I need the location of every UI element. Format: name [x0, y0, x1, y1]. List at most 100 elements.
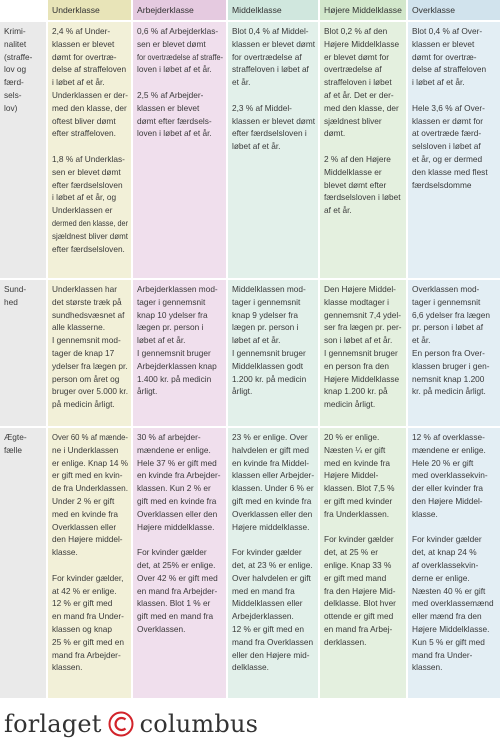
- text-line: er gift med kvinder: [324, 495, 393, 506]
- paragraph: 20 % er enlige. Næsten ¼ er gift med en kv…: [324, 431, 403, 521]
- table-cell: Blot 0,4 % af Over-klassen er blevet dømt…: [408, 22, 500, 280]
- text-line: For kvinder gælder: [137, 547, 207, 558]
- text-line: hed: [4, 296, 18, 307]
- text-line: det, at 25% er enlige.: [137, 559, 216, 570]
- text-line: ne i Underklassen: [52, 444, 119, 455]
- text-line: klassen eller Arbejder-: [232, 470, 315, 481]
- text-line: 2,4 % af Under-: [52, 26, 111, 36]
- text-line: overtrædelse af: [324, 64, 382, 75]
- paragraph: 1,8 % af Underklas-sen er blevet dømt eft…: [52, 153, 128, 255]
- column-header: Middelklasse: [228, 0, 320, 22]
- text-line: Højere Middelklasse.: [412, 623, 490, 634]
- text-line: Overklassen.: [137, 623, 186, 634]
- text-line: halvdelen er gift med: [232, 444, 310, 455]
- text-line: ydelser fra lægen pr.: [52, 360, 128, 371]
- text-line: Blot 0,2 % af den: [324, 26, 388, 36]
- text-line: Middelklassen eller: [232, 598, 303, 609]
- text-line: nalitet: [4, 38, 27, 49]
- text-line: med den klasse, der: [52, 102, 127, 113]
- class-table: Underklasse Arbejderklasse Middelklasse Høj…: [0, 0, 500, 700]
- text-line: Middelklasse er: [324, 166, 382, 177]
- text-line: For kvinder gælder: [232, 547, 302, 558]
- text-line: Næsten ¼ er gift: [324, 444, 386, 455]
- text-line: er blevet dømt for: [324, 51, 390, 62]
- text-line: 12 % er gift med: [52, 598, 113, 609]
- text-line: tager i gennemsnit: [137, 296, 206, 307]
- paragraph: Arbejderklassen mod-tager i gennemsnit kn…: [137, 283, 223, 398]
- text-line: tager i gennemsnit: [412, 296, 481, 307]
- text-line: klassen er blevet: [412, 38, 475, 49]
- text-line: 2,3 % af Middel-: [232, 102, 292, 113]
- text-line: dømt for overtræ-: [412, 51, 477, 62]
- text-line: alle klasserne.: [52, 322, 106, 333]
- text-line: Krimi-: [4, 26, 26, 36]
- paragraph: Underklassen har det største træk på sundh…: [52, 283, 128, 411]
- text-line: ottende er gift med: [324, 611, 394, 622]
- paragraph: For kvinder gælder det, at knap 24 % af ov…: [412, 533, 497, 674]
- text-line: eller mænd fra den: [412, 611, 482, 622]
- text-line: 6,6 ydelser fra lægen: [412, 309, 490, 320]
- text-line: for overtrædelse af straffe-: [137, 51, 223, 62]
- table-cell: Blot 0,2 % af den Højere Middelklasse er b…: [320, 22, 408, 280]
- text-line: delklasse. Blot hver: [324, 598, 396, 609]
- text-line: Underklasse: [52, 5, 100, 15]
- text-line: lov og: [4, 64, 27, 75]
- text-line: et år.: [412, 335, 431, 346]
- text-line: Under 2 % er gift: [52, 495, 115, 506]
- text-line: klassen. Blot 7,5 %: [324, 483, 395, 494]
- column-header: Arbejderklasse: [133, 0, 228, 22]
- table-cell: 0,6 % af Arbejderklas-sen er blevet dømt…: [133, 22, 228, 280]
- paragraph: Blot 0,4 % af Over-klassen er blevet dømt…: [412, 25, 497, 89]
- text-line: det, at knap 24 %: [412, 547, 477, 558]
- text-line: at overtræde færd-: [412, 128, 482, 139]
- text-line: tager i gennemsnit: [232, 296, 301, 307]
- text-line: knap 10 ydelser fra: [137, 309, 208, 320]
- text-line: de fra Underklassen.: [52, 483, 128, 494]
- text-line: der eller kvinder fra: [412, 483, 484, 494]
- text-line: en mand fra Arbej-: [324, 623, 393, 634]
- text-line: med den klasse, der: [324, 102, 399, 113]
- table-cell: 12 % af overklasse-mændene er enlige. Hel…: [408, 428, 500, 700]
- text-line: i løbet af et år.: [52, 77, 105, 88]
- text-line: efter færdselsloven: [52, 179, 123, 190]
- table-cell: 30 % af arbejder-mændene er enlige. Hele …: [133, 428, 228, 700]
- text-line: I gennemsnit bruger: [232, 347, 306, 358]
- text-line: sen er blevet dømt: [52, 166, 121, 177]
- text-line: straffeloven i løbet af: [232, 64, 309, 75]
- text-line: nemsnit knap 1.200: [412, 373, 485, 384]
- text-line: bruger over 5.000 kr.: [52, 386, 128, 397]
- text-line: En person fra Over-: [412, 347, 485, 358]
- text-line: Arbejderklassen.: [232, 611, 294, 622]
- row-header: Sund-hed: [0, 280, 48, 428]
- text-line: løbet af et år.: [232, 335, 281, 346]
- text-line: 23 % er enlige. Over: [232, 432, 308, 442]
- text-line: Overklassen eller den: [232, 508, 313, 519]
- text-line: er gift med en kvin-: [52, 470, 123, 481]
- text-line: gift med en kvinde fra: [232, 495, 312, 506]
- text-line: Hele 20 % er gift: [412, 457, 474, 468]
- text-line: Over 60 % af mænde-: [52, 432, 128, 442]
- text-line: Overklassen eller den: [137, 508, 218, 519]
- text-line: det, at 25 % er: [324, 547, 378, 558]
- table-cell: Over 60 % af mænde-ne i Underklassen er e…: [48, 428, 133, 700]
- text-line: dømt.: [324, 128, 346, 139]
- text-line: Over 42 % er gift med: [137, 572, 218, 583]
- table-cell: Arbejderklassen mod-tager i gennemsnit kn…: [133, 280, 228, 428]
- paragraph: 30 % af arbejder-mændene er enlige. Hele …: [137, 431, 223, 533]
- paragraph: Blot 0,4 % af Middel-klassen er blevet d…: [232, 25, 315, 89]
- text-line: (straffe-: [4, 51, 33, 62]
- text-line: på medicin årligt.: [52, 399, 115, 410]
- text-line: For kvinder gælder: [324, 534, 394, 545]
- text-line: 1.200 kr. på medicin: [232, 373, 307, 384]
- text-line: 2,5 % af Arbejder-: [137, 89, 204, 100]
- text-line: Den Højere Middel-: [324, 284, 396, 294]
- text-line: klassen er blevet: [137, 102, 200, 113]
- text-line: Højere Middelklasse: [324, 373, 400, 384]
- text-line: en mand fra Arbejder-: [137, 585, 218, 596]
- paragraph: For kvinder gælder det, at 23 % er enlige…: [232, 546, 315, 674]
- text-line: 12 % er gift med en: [232, 623, 304, 634]
- text-line: klasse.: [412, 508, 438, 519]
- text-line: enlige. Knap 33 %: [324, 559, 392, 570]
- text-line: 0,6 % af Arbejderklas-: [137, 26, 219, 36]
- text-line: Kun 5 % er gift med: [412, 636, 485, 647]
